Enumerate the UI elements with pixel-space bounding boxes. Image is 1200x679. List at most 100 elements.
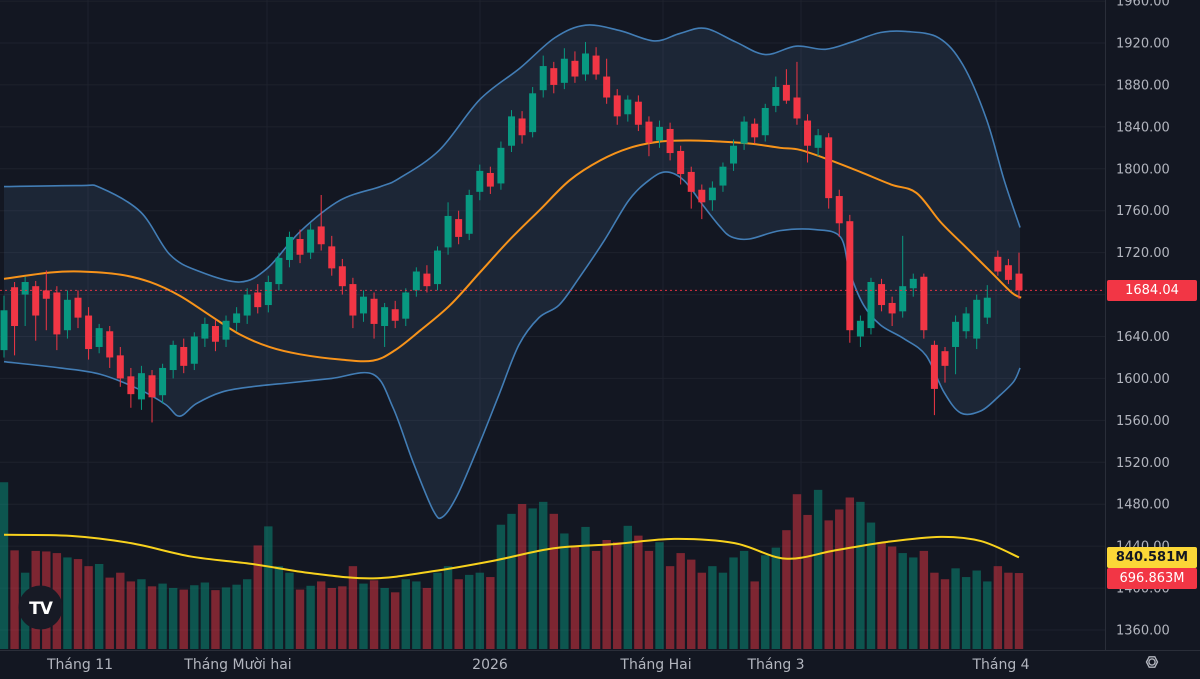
tradingview-logo[interactable]: TV — [18, 585, 63, 630]
price-axis-area[interactable] — [1105, 0, 1200, 650]
candle-body — [804, 120, 812, 146]
volume-bar — [190, 585, 199, 649]
volume-bar — [602, 540, 611, 649]
volume-bar — [454, 579, 463, 649]
candle-body — [455, 219, 463, 237]
volume-bar — [232, 584, 241, 649]
volume-bar — [200, 582, 210, 649]
candle-body — [719, 166, 727, 186]
volume-bar — [813, 489, 823, 649]
candle-body — [518, 118, 526, 136]
volume-bar — [348, 566, 358, 649]
last-price-badge: 1684.04 — [1107, 279, 1197, 301]
price-tick-label: 1920.00 — [1116, 37, 1170, 52]
candle-body — [349, 284, 357, 316]
candle-body — [994, 256, 1002, 272]
volume-bar — [73, 559, 83, 649]
volume-bar — [1004, 572, 1013, 649]
bollinger-upper-line — [3, 24, 1021, 283]
candle-body — [0, 310, 8, 351]
volume-bar — [274, 566, 284, 649]
candles-layer — [0, 41, 1023, 423]
candle-body — [116, 355, 124, 379]
volume-bar — [221, 587, 231, 649]
gear-glyph — [1145, 656, 1159, 668]
volume-bar — [380, 587, 389, 649]
candle-body — [476, 170, 484, 192]
axis-settings-gear-icon[interactable] — [1140, 650, 1164, 674]
candle-body — [497, 147, 505, 184]
candle-body — [856, 320, 864, 337]
volume-bar — [623, 525, 633, 649]
candle-body — [793, 97, 801, 119]
price-tick-label: 1840.00 — [1116, 120, 1170, 135]
time-axis-area[interactable] — [0, 650, 1105, 679]
volume-bar — [782, 530, 791, 649]
volume-bar — [824, 520, 833, 649]
candle-body — [275, 257, 283, 285]
candle-body — [254, 292, 262, 308]
volume-bar — [898, 553, 907, 649]
volume-bar — [369, 580, 379, 649]
volume-bar — [242, 579, 252, 649]
candle-body — [909, 278, 917, 289]
candle-body — [941, 351, 949, 366]
candle-body — [698, 189, 706, 203]
candle-body — [888, 302, 896, 314]
volume-bar — [856, 501, 865, 649]
price-tick-label: 1800.00 — [1116, 162, 1170, 177]
candle-body — [391, 309, 399, 321]
volume-bar — [697, 572, 707, 649]
volume-bar — [919, 550, 929, 649]
candle-body — [296, 239, 304, 255]
candle-body — [159, 367, 167, 396]
volume-bar — [930, 572, 939, 649]
logo-glyph: TV — [29, 599, 54, 619]
candle-body — [846, 221, 854, 331]
volume-bar — [771, 547, 781, 649]
volume-bar — [845, 497, 855, 649]
volume-bar — [211, 590, 220, 649]
candle-body — [687, 171, 695, 192]
bollinger-lower-line — [3, 171, 1021, 520]
candle-body — [582, 53, 590, 75]
candle-body — [952, 321, 960, 347]
candle-body — [708, 187, 716, 201]
volume-bar — [179, 589, 188, 649]
volume-bar — [316, 581, 326, 649]
volume-bar — [570, 545, 580, 649]
candle-body — [317, 226, 325, 245]
candle-body — [21, 281, 29, 295]
candle-body — [730, 145, 738, 164]
volume-bar — [105, 577, 114, 649]
price-tick-label: 1720.00 — [1116, 246, 1170, 261]
plot-area[interactable] — [0, 0, 1105, 650]
candle-body — [751, 123, 759, 138]
candle-body — [592, 55, 600, 75]
candle-body — [359, 296, 367, 314]
candle-body — [412, 271, 420, 291]
volume-bar — [549, 513, 558, 649]
volume-ma-line — [3, 533, 1020, 580]
volume-bar — [475, 572, 484, 649]
candle-body — [423, 273, 431, 287]
volume-bar — [581, 526, 590, 649]
candle-body — [645, 121, 653, 143]
volume-bar — [147, 586, 157, 649]
volume-bar — [422, 587, 432, 649]
candle-body — [201, 323, 209, 339]
price-tick-label: 1600.00 — [1116, 372, 1170, 387]
candle-body — [32, 286, 40, 316]
candle-body — [180, 346, 188, 366]
volume-layer — [0, 482, 1024, 649]
volume-bar — [158, 583, 167, 649]
volume-bar — [327, 587, 336, 649]
price-tick-label: 1760.00 — [1116, 204, 1170, 219]
candle-body — [962, 313, 970, 332]
candle-body — [603, 76, 611, 98]
candle-body — [222, 320, 230, 340]
volume-bar — [983, 581, 992, 649]
volume-bar — [1014, 573, 1024, 649]
price-tick-label: 1360.00 — [1116, 623, 1170, 638]
